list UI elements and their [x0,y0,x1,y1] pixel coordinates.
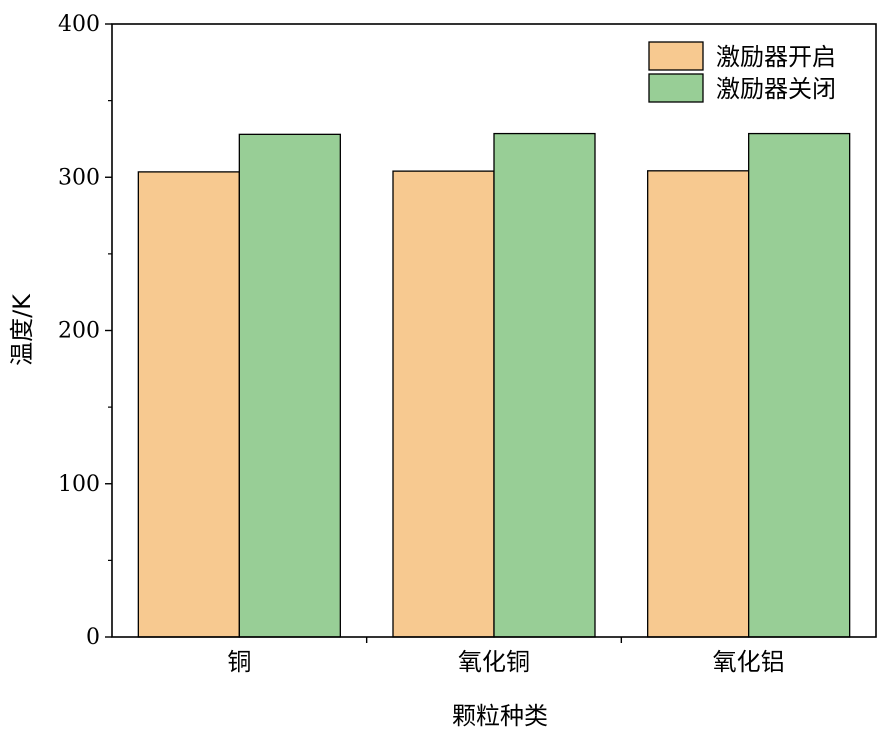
bar-2-1 [238,133,341,638]
x-axis-title: 颗粒种类 [452,702,548,730]
legend-swatch-1 [648,41,704,71]
x-axis-ticks [365,637,623,643]
plot-frame [111,23,877,638]
y-tick-label: 200 [58,319,100,344]
bar-1-1 [137,171,240,638]
bar-1-3 [647,170,750,638]
legend-label-1: 激励器开启 [716,43,836,71]
bar-2-2 [493,132,596,638]
y-axis-title: 温度/K [8,293,36,366]
y-tick-label: 0 [86,625,100,650]
bar-1-2 [392,170,495,638]
x-tick-label: 铜 [227,648,251,676]
y-tick-label: 400 [58,12,100,37]
legend-label-2: 激励器关闭 [716,75,836,103]
x-tick-label: 氧化铝 [713,648,785,676]
x-axis-labels: 铜 氧化铜 氧化铝 [227,648,784,676]
x-tick-label: 氧化铜 [458,648,530,676]
bar-2-3 [748,132,851,638]
bars-layer [137,132,851,638]
y-tick-label: 300 [58,165,100,190]
legend-swatch-2 [648,73,704,103]
y-tick-label: 100 [58,472,100,497]
y-axis-ticks: 0 100 200 300 400 [58,12,112,650]
